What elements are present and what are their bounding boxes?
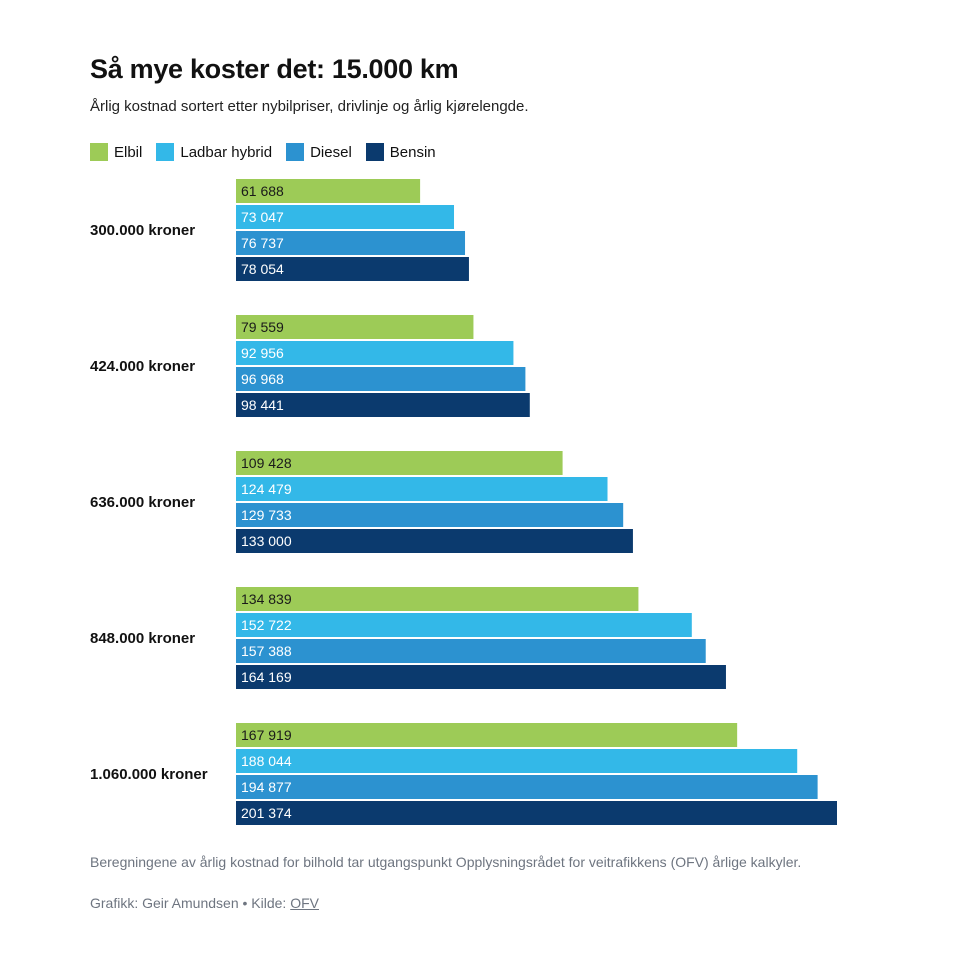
legend-swatch-elbil <box>90 143 108 161</box>
bar-value-label: 201 374 <box>241 805 292 821</box>
bar-ladbar-hybrid <box>236 749 798 773</box>
legend-label-ladbar-hybrid: Ladbar hybrid <box>180 143 273 161</box>
bar-value-label: 78 054 <box>241 261 284 277</box>
bar-value-label: 79 559 <box>241 319 284 335</box>
category-label: 1.060.000 kroner <box>90 766 208 783</box>
bar-bensin <box>236 529 633 553</box>
legend-swatch-ladbar-hybrid <box>156 143 175 161</box>
bar-bensin <box>236 393 530 417</box>
legend-label-elbil: Elbil <box>114 143 143 161</box>
bar-value-label: 76 737 <box>241 235 284 251</box>
bar-elbil <box>236 315 474 339</box>
bar-value-label: 73 047 <box>241 209 284 225</box>
bar-elbil <box>236 451 563 475</box>
bar-diesel <box>236 367 526 391</box>
bar-ladbar-hybrid <box>236 613 692 637</box>
bar-value-label: 98 441 <box>241 397 284 413</box>
bar-value-label: 157 388 <box>241 643 292 659</box>
bar-ladbar-hybrid <box>236 341 514 365</box>
bar-elbil <box>236 179 421 203</box>
bar-ladbar-hybrid <box>236 205 455 229</box>
legend-item-elbil: Elbil <box>90 143 142 161</box>
bar-value-label: 188 044 <box>241 753 292 769</box>
bar-diesel <box>236 775 818 799</box>
category-label: 300.000 kroner <box>90 222 195 239</box>
bar-value-label: 194 877 <box>241 779 292 795</box>
legend-item-bensin: Bensin <box>365 143 436 161</box>
bar-value-label: 61 688 <box>241 183 284 199</box>
footnote: Beregningene av årlig kostnad for bilhol… <box>90 854 802 870</box>
category-label: 424.000 kroner <box>90 358 195 375</box>
bar-bensin <box>236 801 837 825</box>
bar-value-label: 133 000 <box>241 533 292 549</box>
bar-value-label: 109 428 <box>241 455 292 471</box>
legend-item-ladbar-hybrid: Ladbar hybrid <box>156 143 272 161</box>
bar-value-label: 167 919 <box>241 727 292 743</box>
legend-label-diesel: Diesel <box>310 143 352 161</box>
bar-value-label: 92 956 <box>241 345 284 361</box>
bar-diesel <box>236 503 624 527</box>
bar-ladbar-hybrid <box>236 477 608 501</box>
legend-label-bensin: Bensin <box>389 143 436 161</box>
credit-text: Grafikk: Geir Amundsen • Kilde: <box>90 895 291 911</box>
bar-diesel <box>236 231 466 255</box>
chart-title: Så mye koster det: 15.000 km <box>90 54 459 84</box>
legend: Elbil Ladbar hybrid Diesel Bensin <box>90 143 436 161</box>
legend-swatch-diesel <box>286 143 305 161</box>
bar-value-label: 164 169 <box>241 669 292 685</box>
legend-swatch-bensin <box>365 143 384 161</box>
category-label: 636.000 kroner <box>90 494 195 511</box>
bar-elbil <box>236 587 639 611</box>
legend-item-diesel: Diesel <box>286 143 352 161</box>
bar-bensin <box>236 257 469 281</box>
source-link[interactable]: OFV <box>290 895 319 911</box>
bar-diesel <box>236 639 706 663</box>
bar-value-label: 134 839 <box>241 591 292 607</box>
bar-value-label: 96 968 <box>241 371 284 387</box>
bar-value-label: 152 722 <box>241 617 292 633</box>
bar-value-label: 129 733 <box>241 507 292 523</box>
bar-elbil <box>236 723 738 747</box>
chart-subtitle: Årlig kostnad sortert etter nybilpriser,… <box>90 98 529 115</box>
bar-value-label: 124 479 <box>241 481 292 497</box>
credit-line: Grafikk: Geir Amundsen • Kilde: OFV <box>90 895 319 911</box>
bar-bensin <box>236 665 726 689</box>
category-label: 848.000 kroner <box>90 630 195 647</box>
